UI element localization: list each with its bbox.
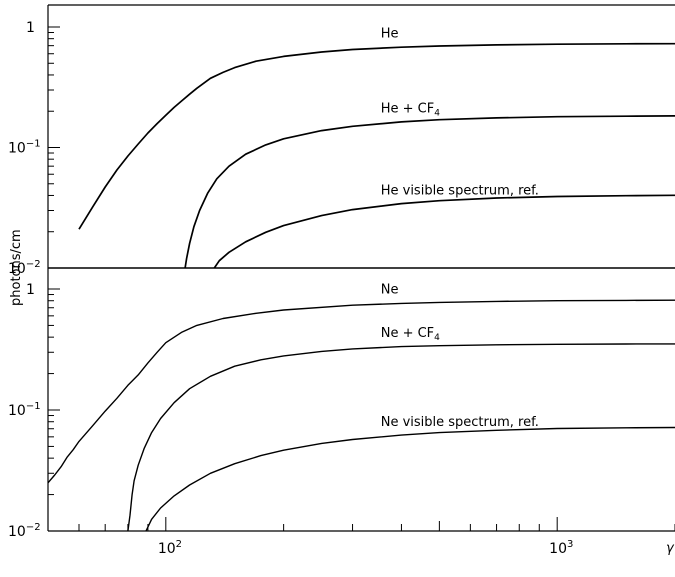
curve-label: Ne: [381, 283, 399, 298]
curve-he-2: [213, 194, 675, 269]
curve-ne-1: [127, 343, 675, 532]
curve-labels: He He + CF4 He visible spectrum, ref. Ne Ne …: [381, 27, 539, 430]
curve-ne-2: [145, 426, 675, 532]
curve-ne-0: [47, 299, 675, 484]
y-tick-label: 10−2: [8, 259, 41, 277]
x-tick-label: 103: [549, 539, 573, 557]
y-tick-label: 10−2: [8, 522, 41, 540]
curve-label: He visible spectrum, ref.: [381, 184, 539, 199]
y-tick-label: 1: [26, 20, 35, 36]
y-tick-label: 10−1: [8, 401, 41, 419]
curve-label: Ne + CF4: [381, 326, 440, 343]
x-tick-label: 102: [158, 539, 182, 557]
y-axis-label: photons/cm: [9, 229, 24, 306]
curve-he-0: [78, 42, 675, 230]
curve-label: Ne visible spectrum, ref.: [381, 415, 539, 430]
x-axis-label: γ: [666, 541, 675, 556]
curve-he-1: [184, 115, 675, 269]
axis-ticks: [47, 26, 675, 532]
y-tick-label: 1: [26, 282, 35, 298]
curve-label: He + CF4: [381, 102, 441, 119]
curve-label: He: [381, 27, 399, 42]
plot-frame: [47, 4, 675, 532]
curves: [47, 42, 675, 532]
y-tick-label: 10−1: [8, 139, 41, 157]
